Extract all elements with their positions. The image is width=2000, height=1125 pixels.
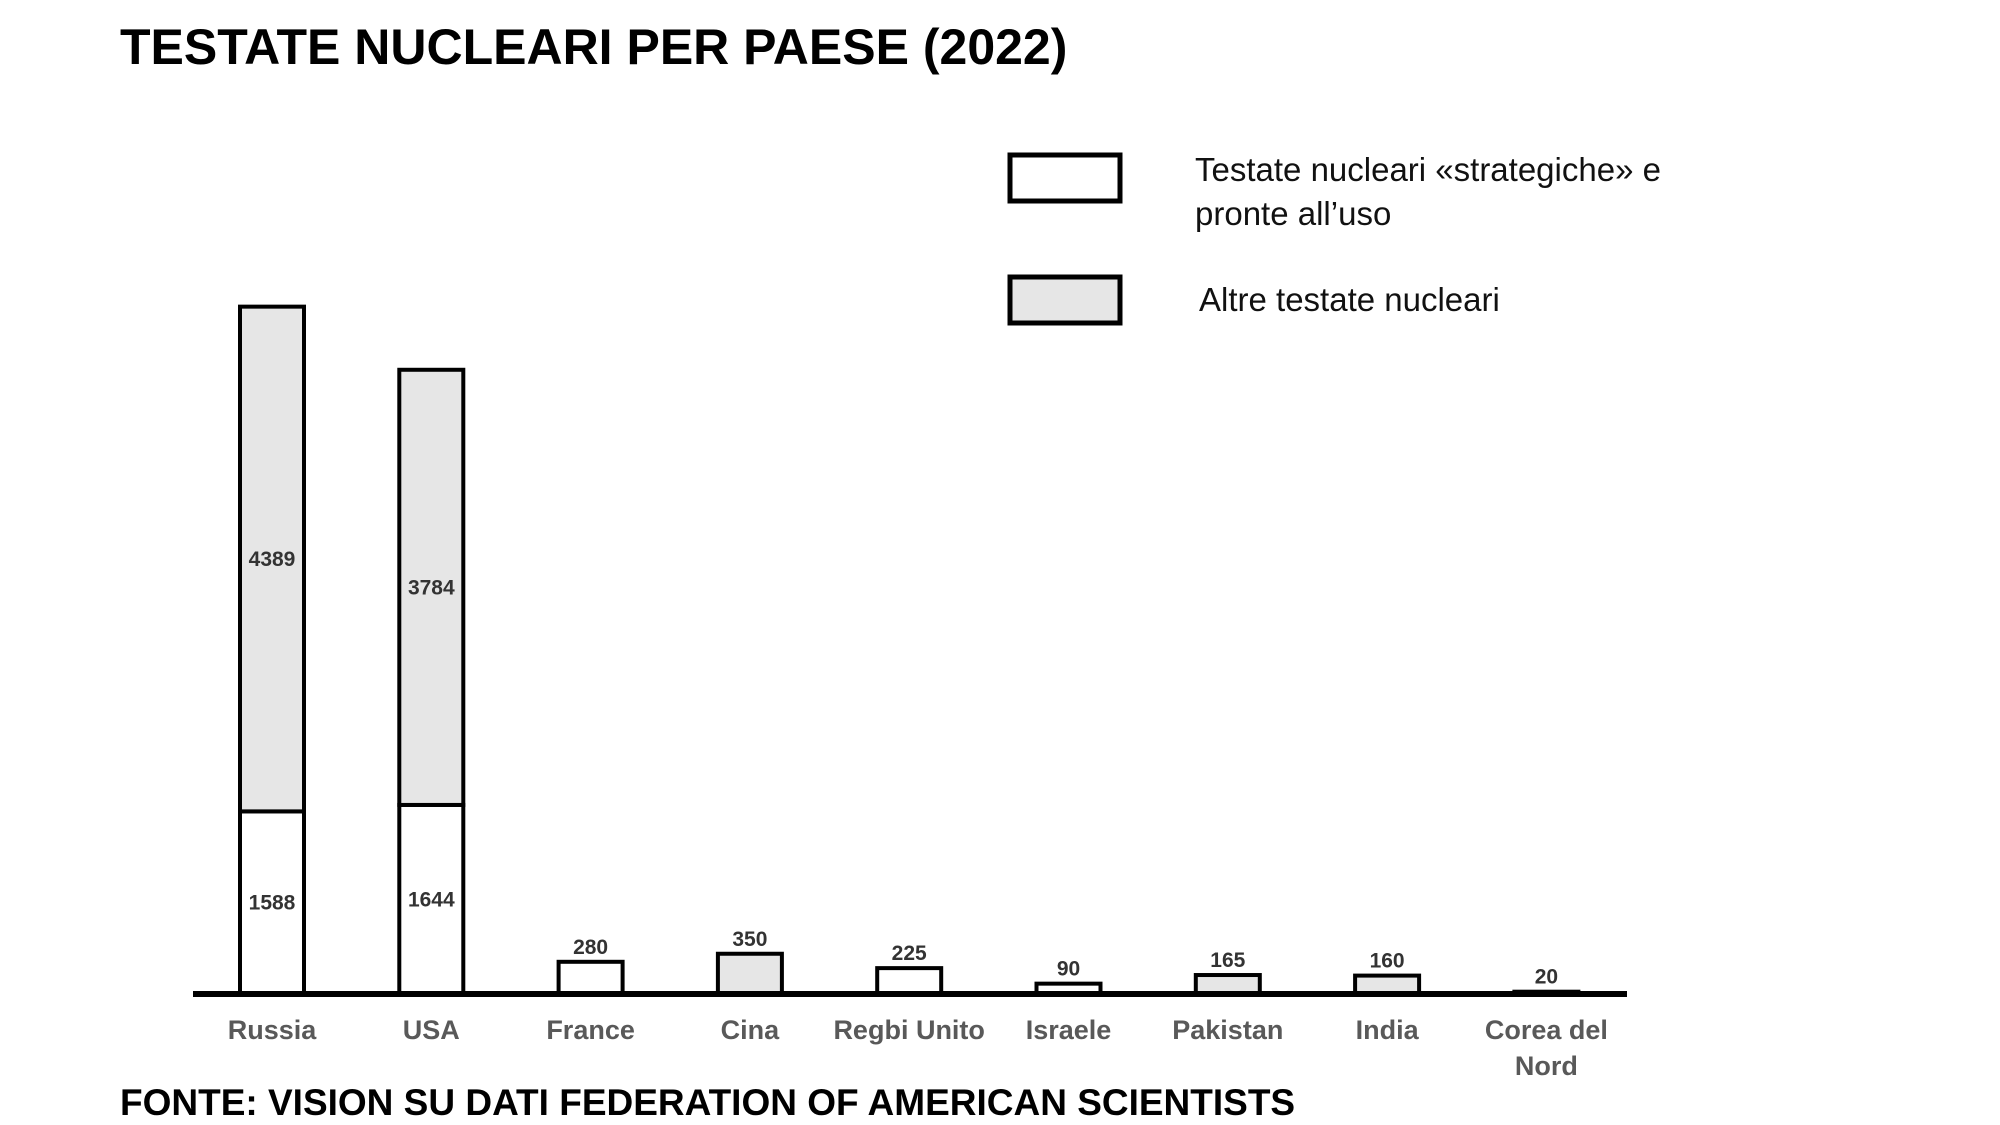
value-label: 160: [1370, 950, 1405, 973]
x-tick-label: Cina: [720, 1015, 780, 1045]
value-label: 165: [1210, 949, 1245, 972]
bar-segment: [397, 367, 466, 807]
legend-label: Testate nucleari «strategiche» e pronte …: [1195, 151, 1661, 232]
x-tick-label: Corea del Nord: [1484, 1015, 1608, 1081]
value-label: 225: [892, 942, 927, 965]
value-label: 350: [732, 928, 767, 951]
x-tick-label: Pakistan: [1172, 1015, 1284, 1045]
value-label: 280: [573, 936, 608, 959]
value-label: 20: [1535, 966, 1558, 989]
bar-segment: [556, 959, 625, 996]
x-tick-label: USA: [402, 1015, 460, 1045]
x-tick-label: Russia: [227, 1015, 317, 1045]
bar-segment: [875, 966, 944, 996]
legend-label: Altre testate nucleari: [1199, 281, 1500, 318]
bar-segment: [715, 951, 784, 996]
x-tick-label: France: [546, 1015, 635, 1045]
chart-title: TESTATE NUCLEARI PER PAESE (2022): [120, 19, 1068, 75]
source-note: FONTE: VISION SU DATI FEDERATION OF AMER…: [120, 1082, 1296, 1123]
value-label: 90: [1057, 958, 1080, 981]
value-label: 1588: [249, 892, 296, 915]
x-tick-label: Regbi Unito: [833, 1015, 985, 1045]
legend-swatch: [1007, 152, 1123, 204]
value-label: 3784: [408, 576, 455, 599]
value-label: 1644: [408, 888, 455, 911]
x-tick-label: India: [1355, 1015, 1419, 1045]
value-label: 4389: [249, 548, 296, 571]
x-tick-label: Israele: [1025, 1015, 1112, 1045]
legend-swatch: [1007, 274, 1123, 326]
bar-segment: [238, 304, 306, 814]
